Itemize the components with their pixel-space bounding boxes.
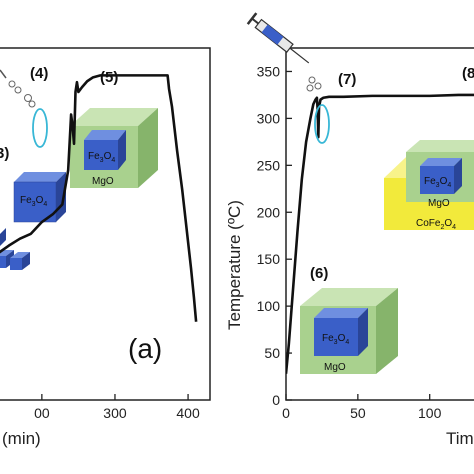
panel-b-x-tick-label: 0 [282,405,290,421]
panel-a-fe3o4-label: Fe3O4 [20,195,47,208]
panel-b-y-tick-label: 100 [257,298,281,314]
panel-b-x-tick-label: 100 [418,405,442,421]
panel-a-x-tick-label: 400 [176,405,200,421]
panel-a-x-ticks: 00 300 400 [34,394,200,421]
panel-a: 00 300 400 Fe3O4 Fe3O4 MgO [0,47,211,448]
panel-b-x-tick-label: 50 [350,405,366,421]
panel-b-droplets-icon [306,76,322,92]
panel-b-step-label: (6) [310,265,328,282]
panel-a-shell-label: MgO [92,176,114,187]
panel-b-syringe-icon [246,12,310,64]
panel-b-y-tick-label: 50 [264,345,280,361]
panel-b-x-ticks: 0 50 100 [282,394,442,421]
panel-a-x-tick-label: 300 [103,405,127,421]
panel-a-label: (a) [128,333,162,364]
panel-b-y-tick-label: 300 [257,110,281,126]
panel-a-small-cubes [0,228,30,270]
panel-b-highlight-ellipse [314,104,330,144]
panel-a-step-label: (5) [100,69,118,86]
panel-b: 0 50 100 0 50 100 150 200 250 300 350 Temperature… [225,12,474,448]
panel-a-x-tick-label: 00 [34,405,50,421]
panel-b-y-tick-label: 350 [257,63,281,79]
panel-b-shell-cube-cofe2o4-label: CoFe2O4 [416,218,456,231]
panel-b-core-shell-cube: Fe3O4 MgO [300,288,398,374]
panel-b-series-line [286,93,474,374]
panel-b-x-axis-title: Tim [446,429,474,448]
panel-a-x-axis-title: (min) [2,429,41,448]
panel-b-core-shell-shell-cube: Fe3O4 MgO CoFe2O4 [384,140,474,231]
panel-b-y-tick-label: 200 [257,204,281,220]
panel-b-shell-label: MgO [324,362,346,373]
panel-a-curve-group [0,74,198,322]
panel-b-core-label: Fe3O4 [322,333,349,346]
panel-a-series-line [0,74,198,322]
panel-b-y-tick-label: 250 [257,157,281,173]
panel-b-shell-cube-mgo-label: MgO [428,198,450,209]
panel-b-step-label: (8 [462,65,474,82]
panel-b-y-tick-label: 150 [257,251,281,267]
panel-a-droplets-icon [0,69,36,108]
panel-b-step-label: (7) [338,71,356,88]
panel-b-shell-cube-core-label: Fe3O4 [424,176,451,189]
panel-a-step-label: (4) [30,65,48,82]
panel-b-y-axis-title: Temperature (ºC) [225,200,244,330]
panel-b-curve-group [286,93,474,374]
panel-a-highlight-ellipse [32,108,48,148]
panel-a-frame [0,47,211,401]
panel-b-y-ticks: 0 50 100 150 200 250 300 350 [257,63,292,408]
panel-a-fe3o4-cube: Fe3O4 [13,172,66,223]
panel-a-step-label: 3) [0,145,9,162]
panel-a-core-label: Fe3O4 [88,151,115,164]
panel-b-frame [285,47,474,401]
panel-b-y-tick-label: 0 [272,392,280,408]
panel-a-core-shell-cube: Fe3O4 MgO [70,108,158,188]
